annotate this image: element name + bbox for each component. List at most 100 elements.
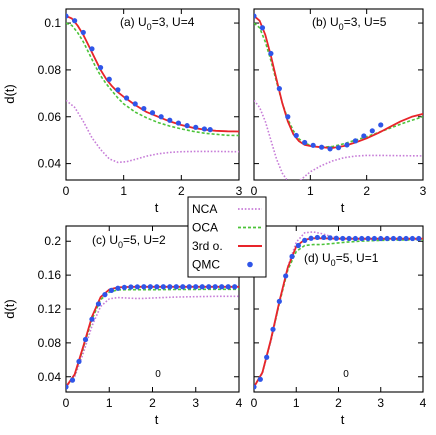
qmc-point bbox=[132, 101, 138, 107]
qmc-point bbox=[201, 126, 207, 132]
legend-label: NCA bbox=[192, 202, 217, 216]
qmc-point bbox=[259, 25, 266, 31]
qmc-point bbox=[378, 122, 384, 128]
x-tick-label: 0 bbox=[251, 396, 258, 410]
qmc-point bbox=[108, 287, 115, 293]
qmc-point bbox=[80, 29, 86, 36]
qmc-point bbox=[308, 235, 314, 241]
legend: NCA OCA 3rd o. QMC bbox=[187, 196, 267, 278]
qmc-point bbox=[314, 234, 320, 241]
y-axis-label: d(t) bbox=[2, 299, 17, 319]
x-axis-label: t bbox=[341, 200, 345, 215]
qmc-point bbox=[416, 235, 422, 242]
qmc-point bbox=[175, 120, 182, 126]
qmc-point bbox=[361, 133, 367, 139]
legend-box bbox=[187, 196, 267, 278]
qmc-point bbox=[369, 128, 375, 134]
x-tick-label: 1 bbox=[307, 184, 314, 198]
panel-annotation: (b) U0=3, U=5 bbox=[312, 15, 387, 32]
qmc-point bbox=[276, 86, 282, 92]
x-tick-label: 3 bbox=[420, 184, 427, 198]
qmc-point bbox=[302, 139, 308, 146]
x-axis-label: t bbox=[341, 412, 345, 427]
qmc-point bbox=[359, 235, 365, 242]
qmc-point bbox=[295, 242, 301, 249]
qmc-point bbox=[167, 284, 173, 290]
plot-frame bbox=[65, 8, 240, 181]
y-tick-label: 0.16 bbox=[38, 268, 62, 282]
qmc-point bbox=[397, 235, 403, 242]
qmc-point bbox=[193, 284, 199, 290]
qmc-point bbox=[378, 235, 384, 242]
qmc-point bbox=[141, 105, 147, 112]
qmc-point bbox=[283, 273, 289, 279]
qmc-point bbox=[270, 326, 276, 332]
qmc-point bbox=[403, 235, 409, 242]
y-tick-label: 0.04 bbox=[38, 370, 62, 384]
series-line-3rdo bbox=[66, 285, 239, 388]
x-tick-label: 3 bbox=[377, 396, 384, 410]
x-tick-label: 0 bbox=[63, 396, 70, 410]
panel-c: 0 1 2 3 4 t 0.04 0.08 0.12 0.16 0.2 d(t) (c) U0=5, U… bbox=[2, 225, 243, 427]
qmc-point bbox=[310, 142, 316, 148]
x-axis-label: t bbox=[155, 200, 159, 215]
panel-annotation: (d) U0=5, U=1 bbox=[304, 251, 379, 268]
plot-frame bbox=[253, 8, 424, 181]
x-tick-label: 3 bbox=[236, 184, 243, 198]
x-tick-label: 4 bbox=[420, 396, 427, 410]
y-tick-label: 0.06 bbox=[38, 110, 62, 124]
series-line-nca bbox=[66, 295, 239, 388]
x-tick-label: 1 bbox=[293, 396, 300, 410]
qmc-point bbox=[365, 235, 371, 242]
panel-annotation: (a) U0=3, U=4 bbox=[120, 15, 195, 32]
series-line-3rdo bbox=[66, 15, 239, 133]
x-tick-label: 4 bbox=[236, 396, 243, 410]
panel-d: 0 1 2 3 4 t (d) U0=5, U=1 0 bbox=[251, 225, 427, 427]
qmc-point bbox=[225, 284, 231, 290]
qmc-point bbox=[149, 110, 156, 116]
plot-area bbox=[254, 231, 423, 390]
qmc-point bbox=[102, 292, 108, 298]
series-line-3rdo bbox=[254, 15, 423, 149]
x-tick-label: 0 bbox=[251, 184, 258, 198]
qmc-point bbox=[219, 284, 225, 290]
stray-subscript: 0 bbox=[155, 369, 161, 380]
qmc-point bbox=[390, 235, 397, 242]
legend-label: QMC bbox=[192, 258, 220, 272]
qmc-point bbox=[327, 146, 333, 152]
qmc-point bbox=[128, 284, 134, 290]
legend-label: OCA bbox=[192, 221, 218, 235]
y-axis-label: d(t) bbox=[2, 84, 17, 104]
legend-label: 3rd o. bbox=[192, 239, 223, 253]
series-line-oca bbox=[66, 288, 239, 388]
qmc-point bbox=[254, 384, 257, 390]
qmc-point bbox=[344, 142, 350, 148]
qmc-point bbox=[193, 124, 199, 130]
qmc-point bbox=[276, 298, 282, 304]
qmc-point bbox=[89, 46, 95, 52]
series-line-oca bbox=[254, 22, 423, 148]
x-tick-label: 1 bbox=[120, 184, 127, 198]
qmc-point bbox=[167, 117, 173, 123]
qmc-point bbox=[335, 145, 342, 151]
y-tick-label: 0.04 bbox=[38, 157, 62, 171]
qmc-point bbox=[232, 284, 238, 290]
qmc-point bbox=[257, 376, 263, 382]
y-tick-label: 0.08 bbox=[38, 336, 62, 350]
panel-annotation: (c) U0=5, U=2 bbox=[92, 233, 166, 250]
qmc-point bbox=[254, 13, 257, 19]
qmc-point bbox=[134, 284, 140, 290]
qmc-point bbox=[285, 114, 291, 120]
y-tick-label: 0.1 bbox=[44, 16, 61, 30]
x-tick-label: 2 bbox=[363, 184, 370, 198]
panel-a: 0 1 2 3 t 0.04 0.06 0.08 0.1 d(t) (a) U0=3, U=4 bbox=[2, 8, 243, 215]
qmc-point bbox=[82, 336, 89, 343]
qmc-point bbox=[333, 235, 339, 241]
qmc-point bbox=[206, 284, 212, 290]
qmc-point bbox=[321, 234, 327, 241]
series-line-oca bbox=[254, 239, 423, 388]
qmc-point bbox=[409, 235, 416, 242]
qmc-point bbox=[184, 123, 190, 129]
qmc-point bbox=[66, 384, 69, 390]
